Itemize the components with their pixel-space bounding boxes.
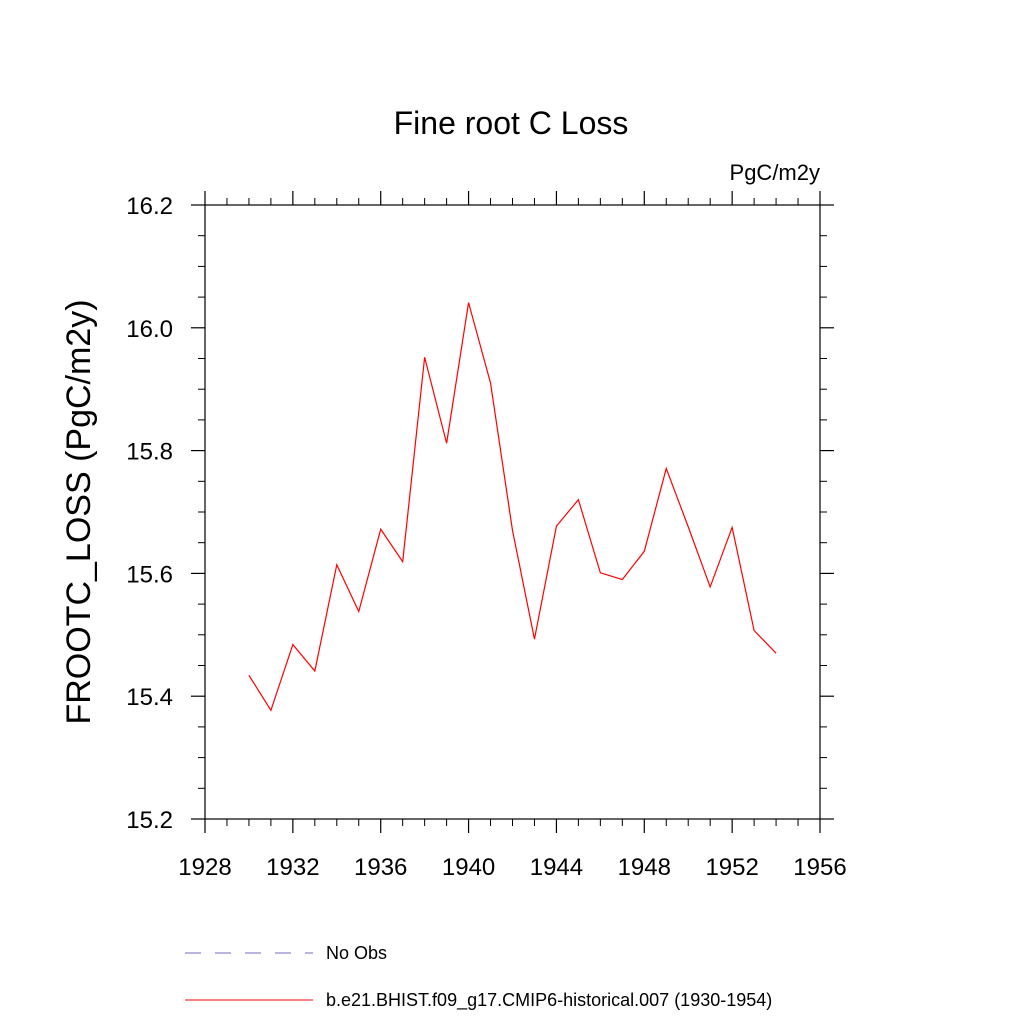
x-tick-label: 1940 [442, 854, 495, 881]
y-tick-label: 16.0 [126, 316, 173, 343]
x-tick-label: 1948 [618, 854, 671, 881]
chart-title: Fine root C Loss [394, 105, 629, 141]
x-tick-label: 1932 [266, 854, 319, 881]
legend-label-1: b.e21.BHIST.f09_g17.CMIP6-historical.007… [326, 990, 772, 1011]
y-tick-label: 15.2 [126, 807, 173, 834]
legend: No Obs b.e21.BHIST.f09_g17.CMIP6-historic… [185, 943, 772, 1011]
y-tick-label: 15.4 [126, 684, 173, 711]
x-tick-label: 1952 [705, 854, 758, 881]
x-tick-label: 1944 [530, 854, 583, 881]
y-axis-label: FROOTC_LOSS (PgC/m2y) [60, 299, 98, 724]
series-line-0 [248, 302, 777, 712]
y-tick-label: 16.2 [126, 193, 173, 220]
series-group [248, 302, 777, 712]
legend-label-0: No Obs [326, 943, 387, 963]
x-tick-label: 1936 [354, 854, 407, 881]
y-tick-label: 15.8 [126, 439, 173, 466]
y-tick-label: 15.6 [126, 561, 173, 588]
tick-labels: 1928 1932 1936 1940 1944 1948 1952 1956 15.2 15.4… [126, 193, 846, 881]
x-tick-label: 1928 [178, 854, 231, 881]
units-label: PgC/m2y [730, 160, 820, 185]
axis-ticks [191, 191, 834, 833]
x-tick-label: 1956 [793, 854, 846, 881]
plot-frame [204, 204, 821, 820]
